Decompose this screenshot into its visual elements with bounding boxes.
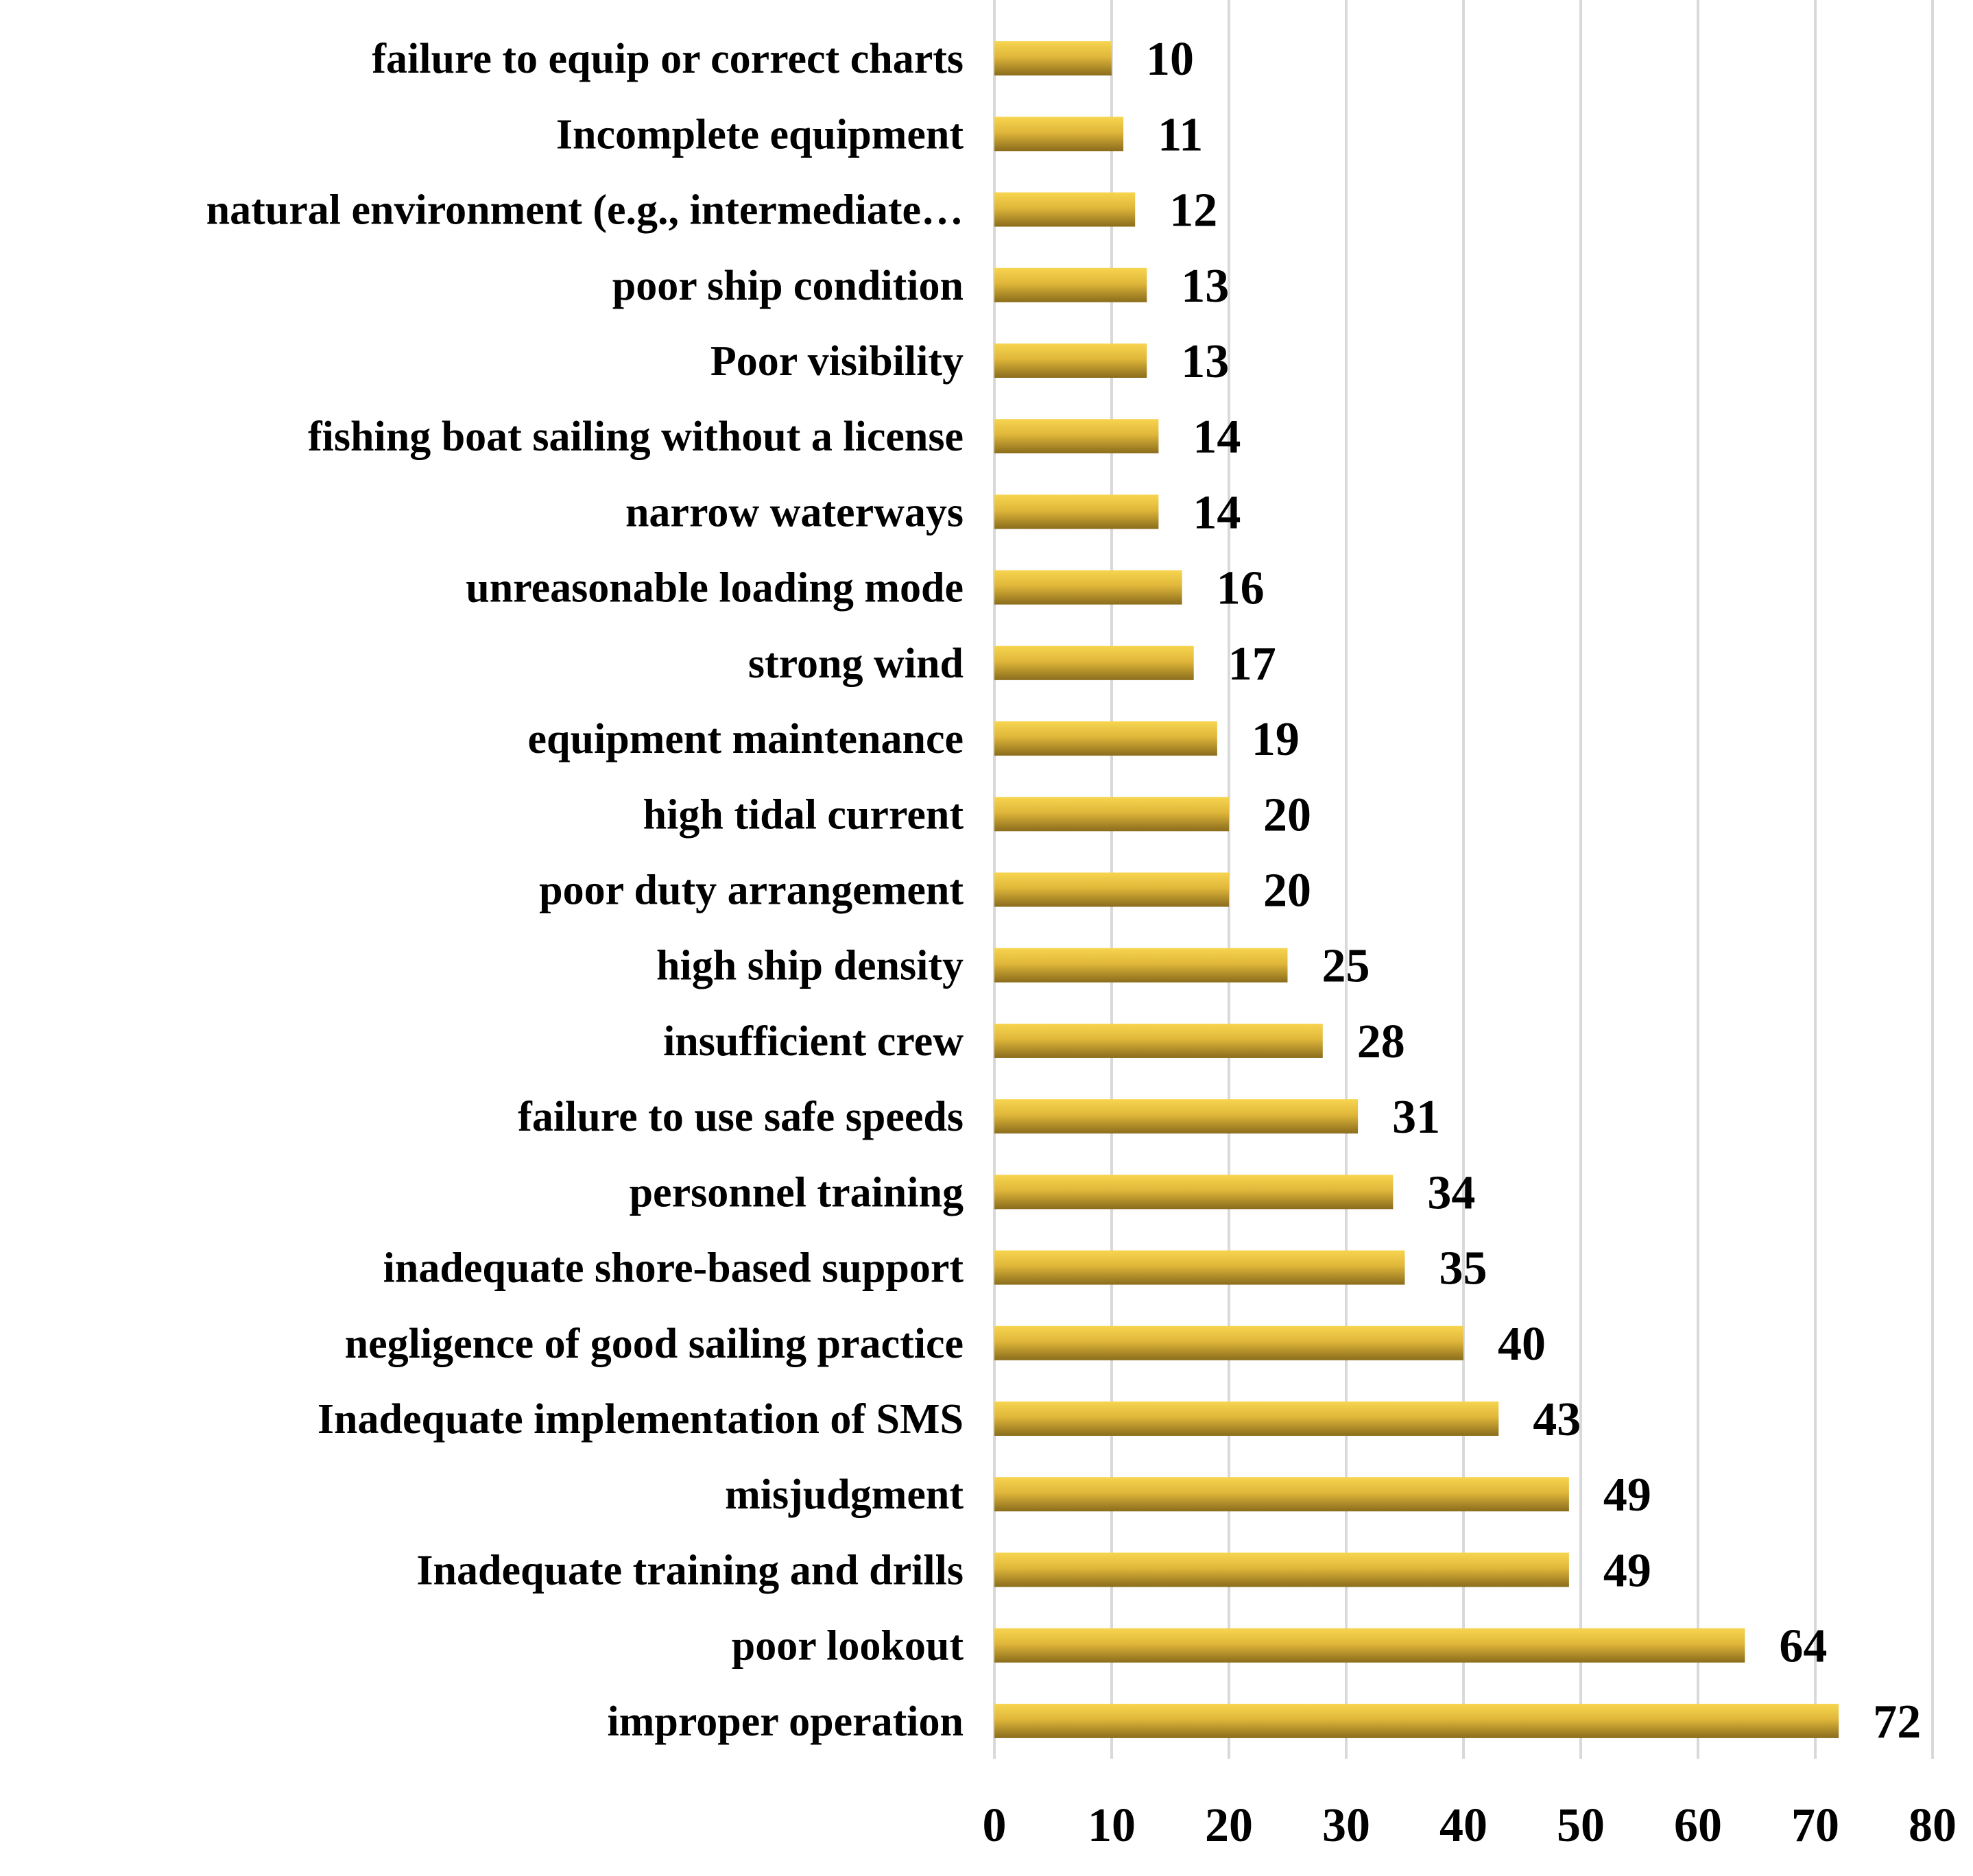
bars [994,41,1839,1738]
category-label-15: personnel training [630,1169,964,1216]
data-label-19: 49 [1603,1469,1651,1522]
data-label-11: 20 [1263,865,1311,917]
category-label-3: poor ship condition [612,263,964,309]
bar-15 [994,1175,1394,1210]
bar-3 [994,267,1147,302]
bar-13 [994,1023,1323,1058]
x-tick-label-0: 0 [983,1799,1007,1852]
data-label-20: 49 [1603,1544,1651,1597]
category-label-10: high tidal current [643,791,964,838]
data-label-22: 72 [1873,1696,1921,1748]
category-label-19: misjudgment [725,1471,964,1518]
bar-11 [994,872,1229,907]
data-label-5: 14 [1193,411,1241,464]
category-label-0: failure to equip or correct charts [372,36,964,82]
bar-2 [994,192,1136,227]
category-labels: failure to equip or correct charts Incomp… [206,36,964,1745]
category-label-17: negligence of good sailing practice [345,1321,964,1367]
x-tick-label-50: 50 [1557,1799,1605,1852]
bar-14 [994,1099,1359,1134]
data-label-6: 14 [1193,486,1241,539]
bar-22 [994,1703,1839,1738]
category-label-8: strong wind [748,640,964,687]
category-label-1: Incomplete equipment [556,111,964,158]
category-label-16: inadequate shore-based support [383,1245,964,1292]
bar-0 [994,41,1112,76]
data-label-0: 10 [1146,33,1194,86]
bar-21 [994,1628,1745,1663]
x-tick-label-60: 60 [1674,1799,1722,1852]
category-label-18: Inadequate implementation of SMS [318,1396,964,1443]
category-label-11: poor duty arrangement [539,867,964,914]
data-label-14: 31 [1392,1091,1440,1144]
category-label-2: natural environment (e.g., intermediate… [206,187,964,234]
x-tick-label-80: 80 [1909,1799,1957,1852]
data-label-10: 20 [1263,789,1311,841]
bar-12 [994,948,1288,983]
data-label-3: 13 [1181,260,1229,313]
category-label-6: narrow waterways [625,489,964,536]
data-label-17: 40 [1498,1318,1546,1371]
category-label-12: high ship density [656,943,964,989]
data-label-21: 64 [1779,1620,1827,1673]
x-tick-label-20: 20 [1205,1799,1253,1852]
category-label-7: unreasonable loading mode [466,565,964,612]
data-label-9: 19 [1252,713,1300,766]
bar-20 [994,1552,1569,1587]
bar-9 [994,721,1217,756]
category-label-13: insufficient crew [663,1018,964,1065]
category-label-5: fishing boat sailing without a license [308,413,964,460]
data-label-1: 11 [1158,108,1203,161]
category-label-9: equipment maintenance [528,716,964,762]
data-label-8: 17 [1228,638,1276,690]
data-label-12: 25 [1322,940,1370,993]
bar-5 [994,419,1159,454]
bar-18 [994,1402,1499,1436]
bar-1 [994,117,1124,152]
category-label-4: Poor visibility [710,338,964,385]
data-label-15: 34 [1427,1166,1475,1219]
category-label-22: improper operation [607,1698,964,1745]
data-label-18: 43 [1533,1393,1581,1446]
bar-6 [994,494,1159,529]
data-label-2: 12 [1169,184,1217,237]
x-tick-label-40: 40 [1439,1799,1487,1852]
bar-16 [994,1250,1405,1285]
bar-10 [994,797,1229,832]
category-label-20: Inadequate training and drills [416,1547,964,1594]
bar-17 [994,1325,1463,1360]
category-label-14: failure to use safe speeds [518,1094,964,1140]
x-tick-label-30: 30 [1322,1799,1370,1852]
data-label-13: 28 [1357,1015,1405,1068]
data-label-16: 35 [1439,1242,1487,1295]
x-tick-label-10: 10 [1088,1799,1136,1852]
bar-8 [994,645,1194,680]
x-axis-tick-labels: 0 10 20 30 40 50 60 70 80 [983,1799,1957,1852]
bar-19 [994,1477,1569,1512]
bar-4 [994,343,1147,378]
data-label-7: 16 [1217,562,1265,615]
category-label-21: poor lookout [732,1623,964,1670]
data-labels: 1011121313141416171920202528313435404349… [1146,33,1921,1748]
data-label-4: 13 [1181,335,1229,388]
bar-7 [994,570,1182,605]
x-tick-label-70: 70 [1791,1799,1839,1852]
